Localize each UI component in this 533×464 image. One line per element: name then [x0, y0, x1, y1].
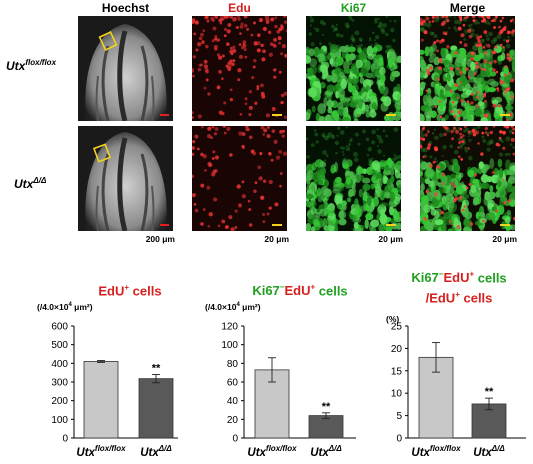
category-label: UtxΔ/Δ	[140, 444, 172, 459]
chart3-title: Ki67−EdU+ cells /EdU+ cells	[411, 270, 507, 306]
y-tick-label: 200	[51, 396, 68, 407]
y-tick-label: 15	[391, 366, 403, 377]
panel-hoechst-control	[78, 16, 173, 121]
row-label-control: Utxflox/flox	[6, 58, 57, 73]
col-head-ki67: Ki67	[340, 1, 367, 15]
bar	[308, 415, 344, 439]
row-label-mutant: UtxΔ/Δ	[14, 176, 47, 191]
scale-label-ki67: 20 μm	[378, 234, 403, 244]
col-head-hoechst: Hoechst	[101, 1, 150, 15]
chart1-ylabel: (/4.0×104 μm²)	[37, 302, 93, 312]
y-tick-label: 300	[51, 378, 68, 389]
scale-label-merge: 20 μm	[492, 234, 517, 244]
chart3: 0 5 10 15 20 25 Utxflox/flox ** UtxΔ/Δ	[391, 322, 526, 459]
chart1: 0 100 200 300 400 500 600 Utxflox/flox ** UtxΔ/Δ	[51, 322, 178, 459]
y-tick-label: 5	[396, 411, 402, 422]
panel-merge-mutant	[420, 126, 515, 231]
category-label: Utxflox/flox	[247, 444, 297, 459]
chart2: 0 20 40 60 80 100 120 Utxflox/flox ** UtxΔ/Δ	[221, 322, 356, 459]
bar	[83, 361, 119, 439]
y-tick-label: 500	[51, 340, 68, 351]
chart2-title: Ki67−EdU+ cells	[252, 283, 348, 299]
y-tick-label: 10	[391, 389, 403, 400]
y-tick-label: 100	[51, 415, 68, 426]
bar	[138, 378, 174, 439]
y-tick-label: 100	[221, 340, 238, 351]
y-tick-label: 20	[227, 415, 239, 426]
significance-mark: **	[485, 386, 494, 398]
y-tick-label: 600	[51, 322, 68, 333]
y-tick-label: 0	[62, 434, 68, 445]
panel-ki67-mutant	[306, 126, 401, 231]
panel-edu-control	[192, 16, 287, 121]
panel-hoechst-mutant	[78, 126, 173, 231]
col-head-edu: Edu	[228, 1, 251, 15]
category-label: UtxΔ/Δ	[310, 444, 342, 459]
y-tick-label: 20	[391, 344, 403, 355]
significance-mark: **	[322, 401, 331, 413]
chart2-ylabel: (/4.0×104 μm²)	[205, 302, 261, 312]
y-tick-label: 120	[221, 322, 238, 333]
chart3-ylabel: (%)	[386, 314, 400, 324]
panel-ki67-control	[306, 16, 401, 121]
panel-edu-mutant	[192, 126, 287, 231]
y-tick-label: 60	[227, 378, 239, 389]
y-tick-label: 0	[396, 434, 402, 445]
significance-mark: **	[152, 363, 161, 375]
y-tick-label: 0	[232, 434, 238, 445]
scale-label-edu: 20 μm	[264, 234, 289, 244]
scale-label-hoechst: 200 μm	[145, 234, 175, 244]
category-label: UtxΔ/Δ	[473, 444, 505, 459]
category-label: Utxflox/flox	[411, 444, 461, 459]
col-head-merge: Merge	[449, 1, 486, 15]
category-label: Utxflox/flox	[76, 444, 126, 459]
y-tick-label: 25	[391, 322, 403, 333]
panel-merge-control	[420, 16, 515, 121]
y-tick-label: 40	[227, 396, 239, 407]
y-tick-label: 400	[51, 359, 68, 370]
chart1-title: EdU+ cells	[98, 283, 162, 299]
y-tick-label: 80	[227, 359, 239, 370]
